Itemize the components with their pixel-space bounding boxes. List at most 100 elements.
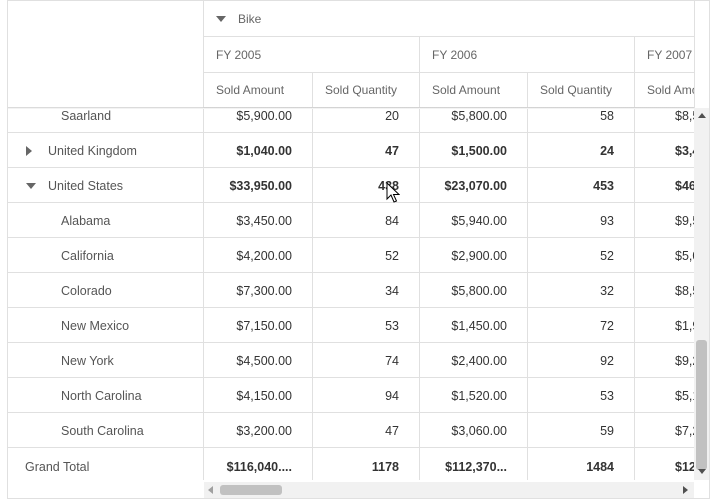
row-header[interactable]: United States bbox=[8, 168, 204, 203]
pivot-grid: Bike FY 2005 FY 2006 FY 2007 Sold Amount… bbox=[7, 0, 710, 499]
value-cell[interactable]: 59 bbox=[528, 413, 635, 448]
year-header-fy2006[interactable]: FY 2006 bbox=[420, 37, 635, 73]
value-cell[interactable]: $46,53 bbox=[675, 178, 694, 193]
row-header[interactable]: Colorado bbox=[8, 273, 204, 308]
value-cell[interactable]: 32 bbox=[528, 273, 635, 308]
value-cell[interactable]: 34 bbox=[313, 273, 420, 308]
vertical-scrollbar[interactable] bbox=[694, 108, 709, 480]
value-cell[interactable]: 74 bbox=[313, 343, 420, 378]
value-cell[interactable]: $3,450.00 bbox=[204, 203, 313, 238]
table-row: Saarland $5,900.00 20 $5,800.00 58 $8,50 bbox=[8, 109, 694, 133]
scroll-left-icon[interactable] bbox=[208, 486, 213, 494]
value-cell[interactable]: 94 bbox=[313, 378, 420, 413]
scroll-right-icon[interactable] bbox=[683, 486, 688, 494]
value-cell[interactable]: $1,450.00 bbox=[420, 308, 528, 343]
value-cell[interactable]: $7,150.00 bbox=[204, 308, 313, 343]
row-header[interactable]: New York bbox=[8, 343, 204, 378]
horizontal-scrollbar[interactable] bbox=[204, 482, 694, 498]
vertical-scroll-thumb[interactable] bbox=[696, 340, 707, 470]
value-cell[interactable]: 72 bbox=[528, 308, 635, 343]
value-cell[interactable]: 1484 bbox=[528, 448, 635, 480]
collapse-icon[interactable] bbox=[216, 15, 226, 22]
column-group-bike[interactable]: Bike bbox=[204, 1, 694, 37]
year-header-fy2007[interactable]: FY 2007 bbox=[635, 37, 695, 73]
value-cell[interactable]: $9,20 bbox=[675, 353, 694, 368]
row-header[interactable]: South Carolina bbox=[8, 413, 204, 448]
scroll-down-icon[interactable] bbox=[698, 469, 706, 474]
value-cell[interactable]: $33,950.00 bbox=[204, 168, 313, 203]
row-label: Grand Total bbox=[25, 459, 90, 474]
row-header[interactable]: Saarland bbox=[8, 109, 204, 133]
value-cell[interactable]: 453 bbox=[528, 168, 635, 203]
row-header[interactable]: United Kingdom bbox=[8, 133, 204, 168]
row-header[interactable]: Alabama bbox=[8, 203, 204, 238]
measure-header[interactable]: Sold Quantity bbox=[313, 73, 420, 108]
collapse-icon[interactable] bbox=[26, 182, 36, 189]
measure-header[interactable]: Sold Amount bbox=[420, 73, 528, 108]
table-row: Alabama $3,450.00 84 $5,940.00 93 $9,53 bbox=[8, 203, 694, 238]
value-cell[interactable]: $1,520.00 bbox=[420, 378, 528, 413]
scroll-up-icon[interactable] bbox=[698, 113, 706, 118]
value-cell[interactable]: $9,53 bbox=[675, 213, 694, 228]
value-cell[interactable]: 1178 bbox=[313, 448, 420, 480]
measure-header[interactable]: Sold Amount bbox=[204, 73, 313, 108]
value-cell[interactable]: $4,500.00 bbox=[204, 343, 313, 378]
table-row: New York $4,500.00 74 $2,400.00 92 $9,20 bbox=[8, 343, 694, 378]
value-cell[interactable]: 53 bbox=[313, 308, 420, 343]
value-cell[interactable]: 53 bbox=[528, 378, 635, 413]
measure-header[interactable]: Sold Quantity bbox=[528, 73, 635, 108]
table-row: New Mexico $7,150.00 53 $1,450.00 72 $1,… bbox=[8, 308, 694, 343]
value-cell[interactable]: $1,040.00 bbox=[204, 133, 313, 168]
value-cell[interactable]: 47 bbox=[313, 413, 420, 448]
row-header[interactable]: New Mexico bbox=[8, 308, 204, 343]
value-cell[interactable]: $5,15 bbox=[675, 388, 694, 403]
row-header[interactable]: California bbox=[8, 238, 204, 273]
value-cell[interactable]: 92 bbox=[528, 343, 635, 378]
value-cell[interactable]: 24 bbox=[528, 133, 635, 168]
value-cell[interactable]: $2,900.00 bbox=[420, 238, 528, 273]
value-cell[interactable]: $5,00 bbox=[675, 248, 694, 263]
value-cell[interactable]: $8,50 bbox=[675, 109, 694, 123]
value-cell[interactable]: 93 bbox=[528, 203, 635, 238]
value-cell[interactable]: $2,400.00 bbox=[420, 343, 528, 378]
scrollbar-spacer bbox=[8, 482, 204, 498]
value-cell[interactable]: 52 bbox=[528, 238, 635, 273]
row-label: United Kingdom bbox=[48, 143, 137, 158]
value-cell[interactable]: $5,800.00 bbox=[420, 273, 528, 308]
year-label: FY 2007 bbox=[647, 47, 693, 62]
value-cell[interactable]: $7,300.00 bbox=[204, 273, 313, 308]
horizontal-scroll-thumb[interactable] bbox=[220, 485, 282, 495]
value-cell[interactable]: $126, bbox=[675, 459, 694, 474]
value-cell[interactable]: $5,900.00 bbox=[204, 109, 313, 133]
measure-label: Sold Amount bbox=[647, 83, 695, 97]
row-header[interactable]: North Carolina bbox=[8, 378, 204, 413]
row-label: North Carolina bbox=[61, 388, 142, 403]
value-cell[interactable]: $116,040.... bbox=[204, 448, 313, 480]
value-cell[interactable]: 47 bbox=[313, 133, 420, 168]
row-header[interactable]: Grand Total bbox=[8, 448, 204, 480]
value-cell[interactable]: $1,500.00 bbox=[420, 133, 528, 168]
value-cell[interactable]: $5,940.00 bbox=[420, 203, 528, 238]
value-cell[interactable]: 20 bbox=[313, 109, 420, 133]
value-cell[interactable]: $4,150.00 bbox=[204, 378, 313, 413]
row-label: Saarland bbox=[61, 109, 112, 123]
value-cell[interactable]: 52 bbox=[313, 238, 420, 273]
expand-icon[interactable] bbox=[26, 145, 32, 156]
measure-header[interactable]: Sold Amount bbox=[635, 73, 695, 108]
value-cell[interactable]: $23,070.00 bbox=[420, 168, 528, 203]
value-cell[interactable]: 84 bbox=[313, 203, 420, 238]
value-cell[interactable]: $112,370... bbox=[420, 448, 528, 480]
value-cell[interactable]: $8,50 bbox=[675, 283, 694, 298]
year-header-fy2005[interactable]: FY 2005 bbox=[204, 37, 420, 73]
value-cell[interactable]: $3,060.00 bbox=[420, 413, 528, 448]
value-cell[interactable]: 58 bbox=[528, 109, 635, 133]
value-cell[interactable]: $3,200.00 bbox=[204, 413, 313, 448]
value-cell[interactable]: $5,800.00 bbox=[420, 109, 528, 133]
value-cell[interactable]: $1,95 bbox=[675, 318, 694, 333]
value-cell[interactable]: $3,48 bbox=[675, 143, 694, 158]
measure-label: Sold Amount bbox=[432, 83, 501, 97]
value-cell[interactable]: $7,20 bbox=[675, 423, 694, 438]
table-row: California $4,200.00 52 $2,900.00 52 $5,… bbox=[8, 238, 694, 273]
value-cell[interactable]: $4,200.00 bbox=[204, 238, 313, 273]
value-cell[interactable]: 438 bbox=[313, 168, 420, 203]
